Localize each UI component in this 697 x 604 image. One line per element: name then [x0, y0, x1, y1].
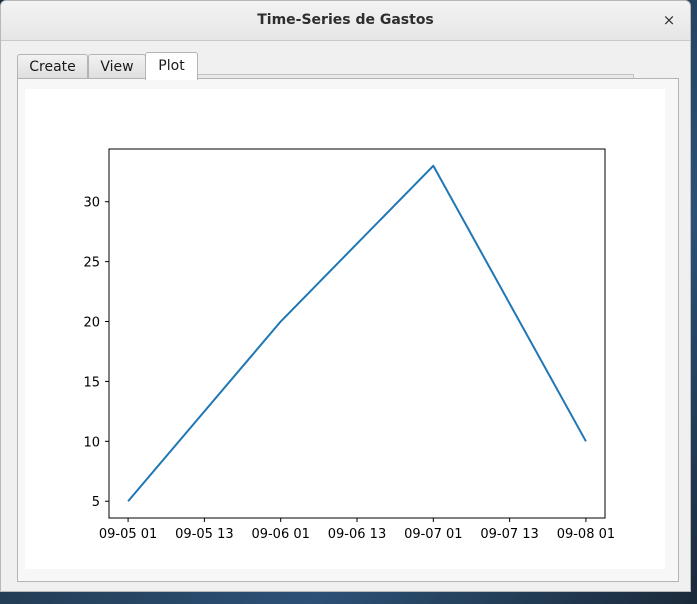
x-tick-label: 09-08 01 — [557, 527, 615, 542]
tab-view[interactable]: View — [88, 54, 146, 79]
line-chart: 5 10 15 20 25 30 09-05 01 09-05 13 09-06 01 09-06… — [83, 148, 615, 542]
y-tick-label: 30 — [83, 196, 100, 211]
x-tick-label: 09-05 13 — [175, 527, 233, 542]
x-tick-label: 09-05 01 — [99, 527, 157, 542]
x-tick-label: 09-07 13 — [480, 527, 538, 542]
window-title: Time-Series de Gastos — [257, 12, 434, 28]
x-tick-label: 09-07 01 — [404, 527, 462, 542]
y-tick-label: 25 — [83, 256, 100, 271]
x-tick-label: 09-06 13 — [328, 527, 386, 542]
x-tick-label: 09-06 01 — [251, 527, 309, 542]
tab-create[interactable]: Create — [17, 54, 88, 79]
tab-plot[interactable]: Plot — [145, 52, 198, 80]
title-bar[interactable]: Time-Series de Gastos × — [1, 1, 690, 41]
y-tick-label: 20 — [83, 316, 100, 331]
plot-canvas: 5 10 15 20 25 30 09-05 01 09-05 13 09-06 01 09-06… — [25, 89, 665, 569]
plot-tab-panel: 5 10 15 20 25 30 09-05 01 09-05 13 09-06 01 09-06… — [17, 78, 679, 582]
main-window: Time-Series de Gastos × Create View Plot… — [0, 0, 691, 592]
series-line — [127, 164, 587, 502]
plot-frame — [108, 148, 606, 519]
close-button[interactable]: × — [662, 11, 676, 29]
y-tick-label: 15 — [83, 375, 100, 390]
tab-strip-filler — [198, 74, 634, 79]
y-tick-label: 5 — [92, 495, 100, 510]
y-tick-label: 10 — [83, 435, 100, 450]
tab-bar: Create View Plot — [17, 52, 634, 80]
